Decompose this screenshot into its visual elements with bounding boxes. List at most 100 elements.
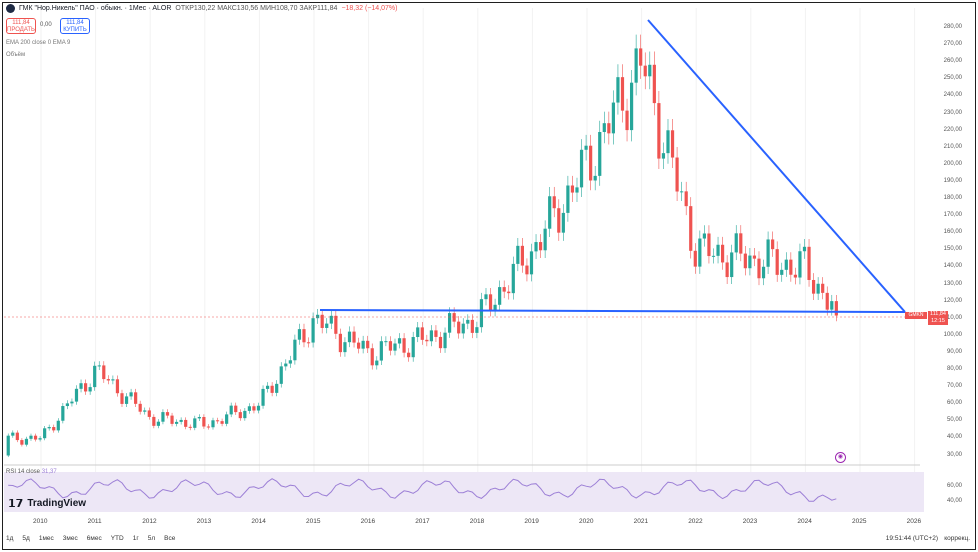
candle-body bbox=[639, 48, 643, 66]
price-tick: 150,00 bbox=[943, 246, 962, 253]
rsi-tick-40: 40,00 bbox=[946, 498, 962, 504]
candle-body bbox=[589, 145, 593, 181]
range-button[interactable]: 5д bbox=[22, 535, 30, 542]
range-button[interactable]: 1д bbox=[6, 535, 14, 542]
candle-body bbox=[111, 379, 115, 381]
adjustment-mode[interactable]: коррекц. bbox=[944, 535, 970, 542]
year-tick: 2013 bbox=[196, 518, 212, 525]
year-tick: 2019 bbox=[524, 518, 539, 525]
price-tick: 140,00 bbox=[943, 263, 962, 270]
candle-body bbox=[93, 365, 97, 388]
candle-body bbox=[102, 365, 106, 380]
price-tick: 110,00 bbox=[944, 314, 962, 321]
candle-body bbox=[202, 416, 206, 427]
candle-body bbox=[379, 341, 383, 361]
candle-body bbox=[338, 333, 342, 353]
range-button[interactable]: YTD bbox=[110, 535, 124, 542]
candle-body bbox=[270, 385, 274, 393]
candle-body bbox=[156, 421, 160, 426]
candle-body bbox=[238, 412, 242, 419]
clock[interactable]: 19:51:44 (UTC+2) bbox=[885, 535, 938, 542]
year-tick: 2022 bbox=[688, 518, 703, 525]
candle-body bbox=[520, 245, 524, 266]
candle-body bbox=[739, 233, 743, 254]
volume-indicator-label[interactable]: Объём bbox=[6, 52, 26, 58]
price-tick: 60,00 bbox=[946, 400, 962, 407]
candle-body bbox=[511, 263, 515, 294]
price-tick: 70,00 bbox=[946, 383, 962, 390]
candle-body bbox=[206, 426, 211, 428]
candle-body bbox=[293, 339, 297, 361]
price-tick: 80,00 bbox=[946, 366, 962, 372]
last-price-value: 111,84 bbox=[929, 311, 946, 317]
year-tick: 2015 bbox=[306, 518, 321, 525]
range-button[interactable]: 1г bbox=[132, 535, 139, 542]
year-tick: 2017 bbox=[415, 518, 430, 525]
candle-body bbox=[402, 338, 406, 353]
candle-body bbox=[193, 418, 197, 428]
candle-body bbox=[38, 438, 42, 440]
support-trendline[interactable] bbox=[319, 309, 906, 313]
candle-body bbox=[15, 432, 19, 441]
candle-body bbox=[311, 318, 315, 343]
candle-body bbox=[429, 330, 433, 342]
candle-body bbox=[652, 64, 656, 104]
alert-icon[interactable]: ◉ bbox=[835, 452, 846, 463]
range-button[interactable]: Все bbox=[164, 535, 176, 542]
range-button[interactable]: 5л bbox=[147, 535, 156, 542]
candle-body bbox=[730, 252, 734, 278]
symbol-title[interactable]: ГМК "Нор.Никель" ПАО · обыкн. · 1Мес · A… bbox=[19, 5, 172, 12]
candle-body bbox=[152, 416, 156, 426]
range-button[interactable]: 1мес bbox=[38, 535, 54, 542]
candle-body bbox=[143, 410, 147, 412]
buy-label: КУПИТЬ bbox=[63, 27, 87, 33]
candle-body bbox=[657, 103, 661, 159]
year-tick: 2014 bbox=[251, 518, 266, 525]
candle-body bbox=[129, 392, 133, 397]
candle-body bbox=[466, 319, 470, 324]
candle-body bbox=[115, 379, 120, 394]
candle-body bbox=[24, 438, 29, 445]
candle-body bbox=[352, 331, 356, 343]
ema-indicator-label[interactable]: EMA 200 close 0 EMA 9 bbox=[6, 40, 71, 46]
resistance-trendline[interactable] bbox=[647, 19, 906, 313]
candle-body bbox=[802, 246, 807, 252]
candle-body bbox=[625, 110, 629, 131]
candle-body bbox=[702, 233, 706, 239]
range-button[interactable]: 6мес bbox=[86, 535, 102, 542]
candle-body bbox=[761, 266, 766, 279]
candle-body bbox=[134, 392, 138, 404]
price-tick: 40,00 bbox=[946, 434, 962, 441]
tradingview-logo[interactable]: 𝟭𝟳 TradingView bbox=[8, 497, 86, 510]
buy-price: 111,84 bbox=[66, 20, 84, 26]
candle-body bbox=[811, 279, 816, 294]
candle-body bbox=[743, 253, 747, 269]
price-tick: 190,00 bbox=[943, 177, 962, 184]
candle-body bbox=[33, 435, 38, 440]
candle-body bbox=[798, 251, 802, 278]
candle-body bbox=[725, 262, 729, 278]
candle-body bbox=[680, 191, 684, 193]
sell-button[interactable]: 111,84 ПРОДАТЬ bbox=[6, 18, 36, 34]
rsi-value: 31,37 bbox=[41, 469, 57, 475]
rsi-label[interactable]: RSI 14 close 31,37 bbox=[6, 469, 57, 475]
candle-body bbox=[507, 291, 511, 294]
candle-body bbox=[375, 360, 379, 366]
candle-body bbox=[698, 238, 702, 267]
candle-body bbox=[70, 401, 74, 404]
candle-body bbox=[265, 385, 270, 389]
range-button[interactable]: 3мес bbox=[62, 535, 78, 542]
candle-body bbox=[661, 153, 666, 159]
candle-body bbox=[306, 342, 311, 344]
candle-body bbox=[493, 304, 497, 311]
candle-body bbox=[97, 365, 101, 367]
candle-body bbox=[74, 388, 79, 402]
candle-body bbox=[393, 343, 397, 351]
candle-body bbox=[620, 77, 625, 111]
candle-body bbox=[780, 269, 784, 275]
candle-body bbox=[543, 228, 547, 251]
price-tick: 170,00 bbox=[943, 212, 962, 219]
candle-body bbox=[179, 419, 183, 422]
buy-button[interactable]: 111,84 КУПИТЬ bbox=[60, 18, 90, 34]
